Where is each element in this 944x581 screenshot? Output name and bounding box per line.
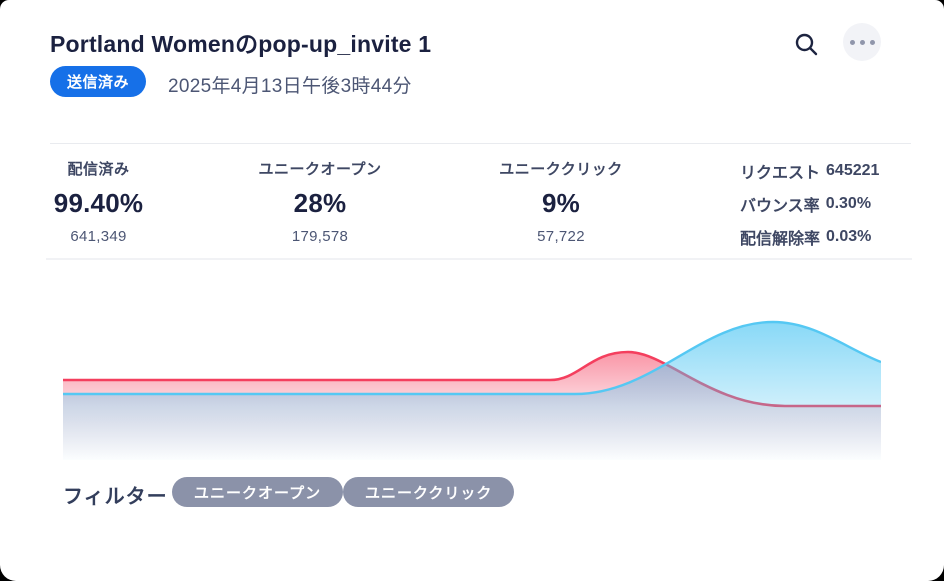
stat-label: 配信済み: [67, 161, 130, 178]
divider: [46, 258, 912, 260]
stat-value: 9%: [542, 188, 580, 218]
search-button[interactable]: [791, 29, 821, 59]
stat-label: ユニーククリック: [499, 161, 623, 178]
stat-unsubscribe-rate: 配信解除率 0.03%: [740, 227, 872, 248]
search-icon: [793, 31, 819, 57]
area-chart-svg: [63, 320, 882, 460]
stat-count: 57,722: [537, 228, 585, 245]
stat-requests: リクエスト 645221: [740, 161, 880, 182]
stat-value: 28%: [293, 188, 347, 218]
filter-label: フィルター: [63, 486, 168, 508]
stat-unique-clicks: ユニーククリック 9% 57,722: [481, 158, 641, 245]
status-badge: 送信済み: [50, 66, 147, 97]
more-options-button[interactable]: [843, 23, 881, 61]
filter-pill-unique-clicks[interactable]: ユニーククリック: [343, 477, 515, 507]
page-title: Portland Womenのpop-up_invite 1: [50, 31, 432, 57]
engagement-area-chart: [63, 300, 882, 460]
stat-count: 179,578: [291, 228, 349, 245]
stat-count: 641,349: [70, 228, 127, 245]
stat-label: ユニークオープン: [258, 161, 382, 178]
sent-datetime: 2025年4月13日午後3時44分: [168, 76, 412, 97]
secondary-stats: リクエスト 645221 バウンス率 0.30% 配信解除率 0.03%: [740, 154, 879, 253]
more-options-icon: [849, 39, 855, 45]
filter-pill-unique-opens[interactable]: ユニークオープン: [172, 477, 344, 507]
stat-bounce-rate: バウンス率 0.30%: [740, 194, 872, 215]
divider: [50, 143, 911, 144]
stat-delivered: 配信済み 99.40% 641,349: [26, 158, 171, 245]
series-unique-clicks-fill: [63, 322, 881, 460]
stat-value: 99.40%: [53, 188, 144, 218]
series-unique-clicks-line: [63, 320, 882, 396]
stat-unique-opens: ユニークオープン 28% 179,578: [240, 158, 400, 245]
